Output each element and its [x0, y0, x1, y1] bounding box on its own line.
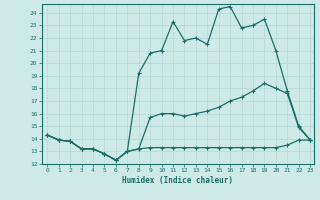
X-axis label: Humidex (Indice chaleur): Humidex (Indice chaleur) — [122, 176, 233, 185]
